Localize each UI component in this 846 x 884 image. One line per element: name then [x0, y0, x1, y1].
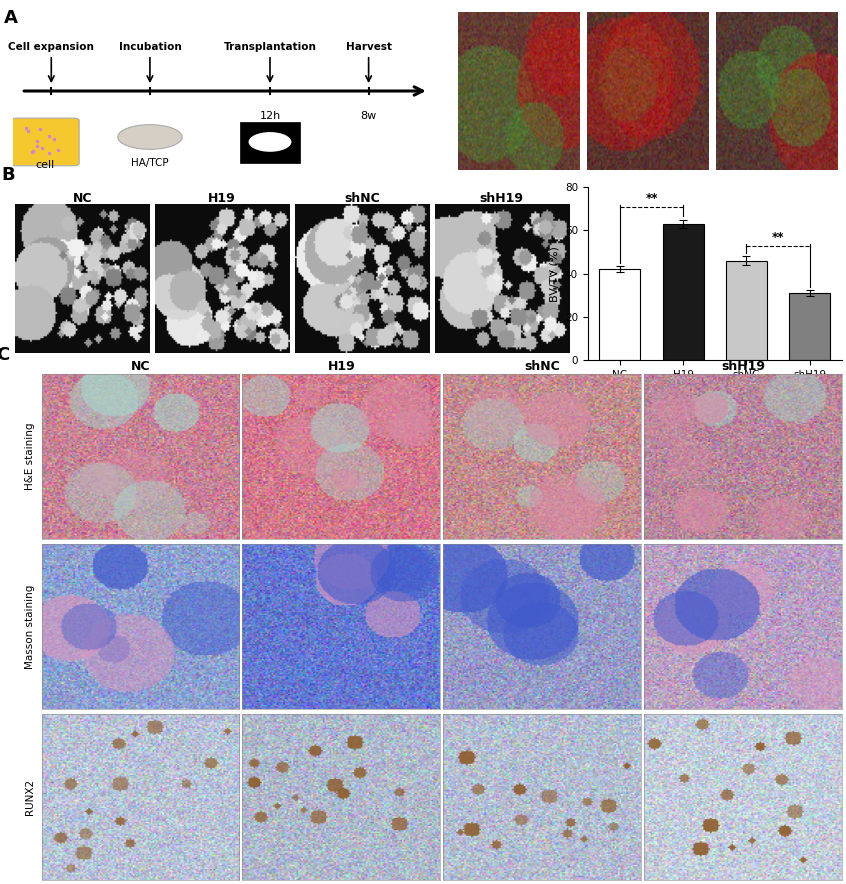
Text: Transplantation: Transplantation	[223, 42, 316, 51]
FancyBboxPatch shape	[10, 118, 80, 166]
Text: Masson staining: Masson staining	[25, 584, 35, 669]
Bar	[726, 261, 767, 360]
Title: shNC: shNC	[525, 360, 560, 373]
Bar	[662, 224, 704, 360]
Text: cell: cell	[36, 160, 54, 170]
Text: 8w: 8w	[360, 110, 376, 121]
Text: **: **	[772, 231, 784, 244]
Title: H19: H19	[327, 360, 355, 373]
Text: Harvest: Harvest	[346, 42, 392, 51]
Text: H&E staining: H&E staining	[25, 423, 35, 491]
Title: shH19: shH19	[721, 360, 765, 373]
Text: C: C	[0, 346, 9, 364]
Text: NC: NC	[73, 193, 92, 205]
Text: shNC: shNC	[344, 193, 380, 205]
Bar	[240, 122, 300, 164]
Text: H19: H19	[208, 193, 236, 205]
Text: A: A	[4, 9, 18, 27]
Text: HA/TCP: HA/TCP	[131, 158, 168, 168]
Text: B: B	[2, 165, 15, 184]
Text: **: **	[645, 192, 657, 205]
Text: Incubation: Incubation	[118, 42, 181, 51]
Text: shH19: shH19	[480, 193, 524, 205]
Bar	[789, 293, 830, 360]
Title: NC: NC	[130, 360, 151, 373]
Bar	[599, 270, 640, 360]
Circle shape	[118, 125, 182, 149]
Text: 12h: 12h	[260, 110, 281, 121]
Ellipse shape	[249, 132, 291, 152]
Text: Cell expansion: Cell expansion	[8, 42, 94, 51]
Text: RUNX2: RUNX2	[25, 779, 35, 815]
Y-axis label: BV/TV (%): BV/TV (%)	[549, 246, 559, 301]
